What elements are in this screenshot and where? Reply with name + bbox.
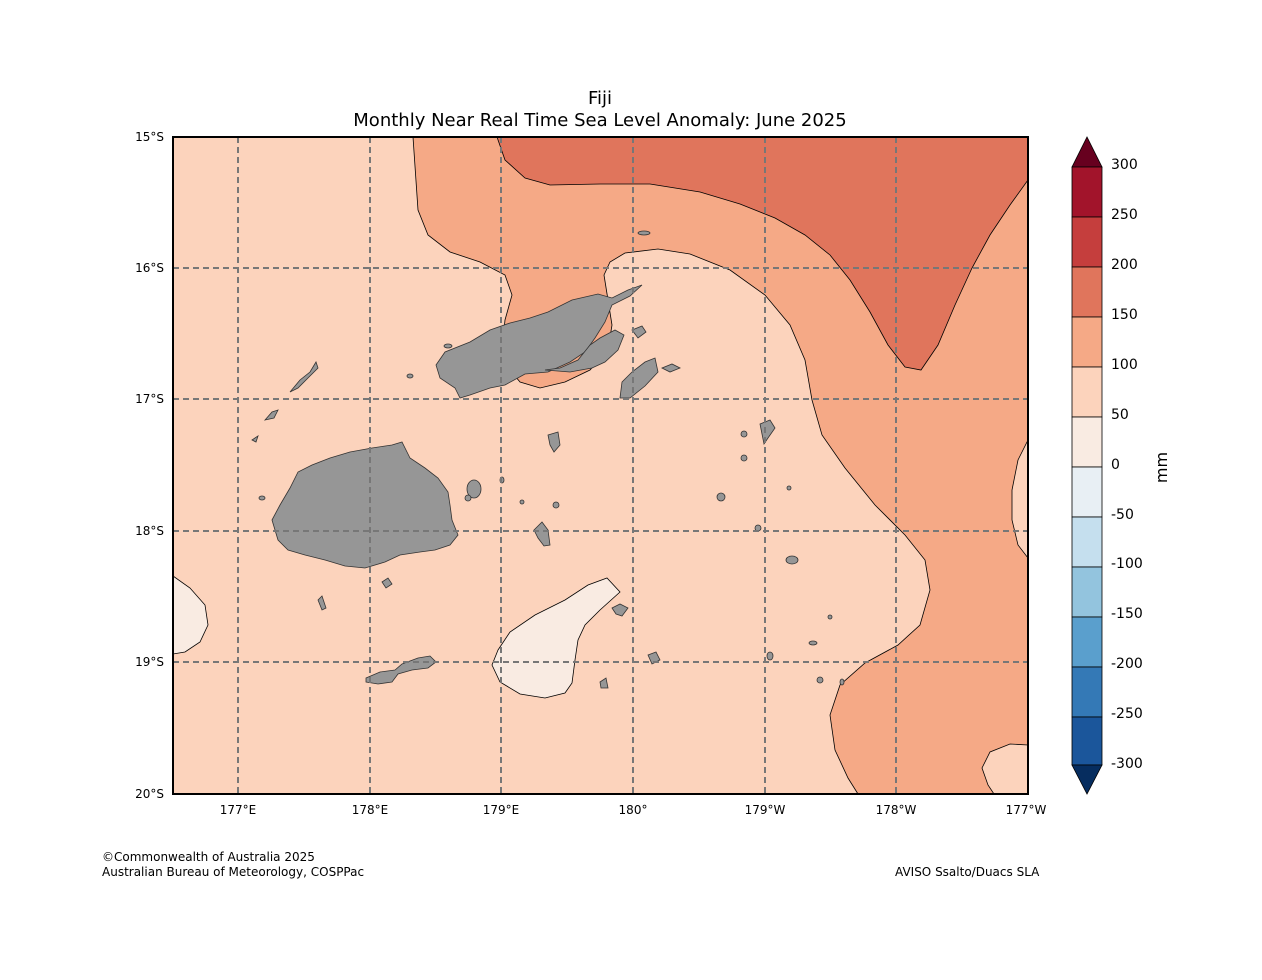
islet-b (519, 499, 525, 505)
lon-label: 177°W (1005, 803, 1047, 817)
lat-label: 19°S (135, 655, 164, 669)
colorbar-tick: 300 (1111, 157, 1138, 173)
beqa-island (381, 577, 393, 589)
colorbar-bin-200-250 (1071, 216, 1103, 268)
colorbar-tick: -50 (1111, 507, 1134, 523)
colorbar-bin-0-50 (1071, 416, 1103, 468)
rabi-island (661, 363, 681, 373)
region-50-100-east (1011, 439, 1028, 559)
colorbar-bin-250-300 (1071, 166, 1103, 218)
region-50-100-southeast (981, 743, 1028, 794)
map-frame (172, 136, 1029, 795)
lon-label: 179°W (744, 803, 786, 817)
copyright-text: ©Commonwealth of Australia 2025 (102, 850, 315, 864)
lau-islet-7 (786, 485, 792, 491)
islet-e (637, 230, 651, 236)
colorbar-bin-150-200 (1071, 266, 1103, 318)
lat-label: 20°S (135, 787, 164, 801)
islet-west (251, 435, 259, 443)
lau-islet-9 (808, 640, 818, 646)
colorbar-tick: -150 (1111, 606, 1143, 622)
colorbar-bin-50-100 (1071, 366, 1103, 418)
islet-g (258, 495, 266, 501)
ovalau-island (466, 479, 482, 499)
colorbar-tick: 100 (1111, 357, 1138, 373)
gridlines (173, 137, 1028, 794)
gau-island (533, 521, 551, 547)
islet-f (443, 343, 453, 349)
region-0-50-west (173, 575, 209, 655)
data-source-text: AVISO Ssalto/Duacs SLA (895, 865, 1040, 879)
lat-label: 15°S (135, 130, 164, 144)
colorbar-tick: 250 (1111, 207, 1138, 223)
colorbar-tick: -200 (1111, 656, 1143, 672)
viti-levu-island (271, 441, 459, 569)
lon-label: 178°E (351, 803, 389, 817)
colorbar-bin-m100-m50 (1071, 516, 1103, 568)
map-title: Fiji (587, 88, 613, 109)
colorbar-bin-m250-m200 (1071, 666, 1103, 718)
colorbar-tick: -250 (1111, 706, 1143, 722)
lat-label: 18°S (135, 524, 164, 538)
matuku-island (599, 677, 609, 689)
colorbar-tick: 200 (1111, 257, 1138, 273)
lau-islet-4 (716, 492, 726, 502)
colorbar-tick: 0 (1111, 457, 1120, 473)
lau-islet-6 (785, 555, 799, 565)
lon-label: 180° (618, 803, 648, 817)
colorbar-bin-m200-m150 (1071, 616, 1103, 668)
qamea-island (631, 325, 647, 339)
islet-h (464, 494, 472, 502)
colorbar-bin-m300-m250 (1071, 716, 1103, 766)
colorbar-tick: -300 (1111, 756, 1143, 772)
lon-label: 179°E (482, 803, 520, 817)
vanua-levu-island (435, 284, 643, 399)
lon-label: 177°E (219, 803, 257, 817)
colorbar-bin-m50-0 (1071, 466, 1103, 518)
colorbar-extend-below (1071, 764, 1103, 795)
peninsula-island (544, 329, 625, 373)
lat-label: 17°S (135, 392, 164, 406)
islet-a (406, 373, 414, 379)
colorbar-bin-m150-m100 (1071, 566, 1103, 618)
koro-island (547, 431, 561, 453)
yasawa-south (263, 409, 279, 421)
agency-text: Australian Bureau of Meteorology, COSPPa… (102, 865, 365, 879)
lau-islet-2 (740, 430, 748, 438)
yasawa-islands (289, 361, 319, 393)
colorbar-tick: 50 (1111, 407, 1129, 423)
colorbar-bin-100-150 (1071, 316, 1103, 368)
lau-islet-8 (827, 614, 833, 620)
colorbar-tick: 150 (1111, 307, 1138, 323)
lau-islet-11 (816, 676, 824, 684)
lon-label: 178°W (875, 803, 917, 817)
colorbar-unit-label: mm (1152, 451, 1172, 484)
lau-islet-12 (839, 678, 845, 686)
region-0-50-south (491, 577, 621, 699)
footer-credits: ©Commonwealth of Australia 2025 Australi… (102, 850, 364, 880)
vatulele-island (317, 595, 327, 611)
lau-islet-3 (740, 454, 748, 462)
colorbar (1071, 136, 1103, 795)
lat-label: 16°S (135, 261, 164, 275)
colorbar-tick: -100 (1111, 556, 1143, 572)
islet-c (552, 501, 560, 509)
colorbar-extend-above (1071, 136, 1103, 168)
moala-island (611, 603, 629, 617)
lau-islet-1 (759, 419, 776, 446)
map-subtitle: Monthly Near Real Time Sea Level Anomaly… (353, 110, 847, 131)
lau-islet-10 (766, 651, 774, 661)
